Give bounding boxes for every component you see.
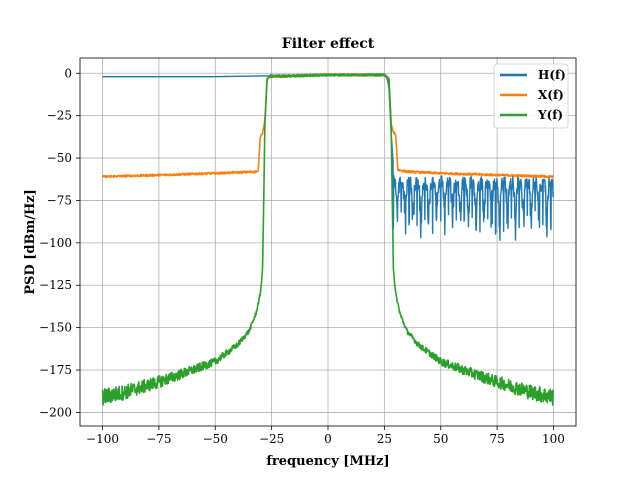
series-layer xyxy=(101,73,555,406)
x-tick-label: 25 xyxy=(377,432,392,446)
x-tick-label: 0 xyxy=(324,432,332,446)
y-tick-label: −175 xyxy=(39,363,72,377)
legend: H(f) X(f) Y(f) xyxy=(493,63,569,129)
y-tick-label: −100 xyxy=(39,236,72,250)
legend-label-h: H(f) xyxy=(538,68,566,82)
y-tick-label: −25 xyxy=(47,109,72,123)
y-tick-label: 0 xyxy=(64,66,72,80)
chart-title: Filter effect xyxy=(282,36,375,52)
y-axis-ticks: 0 −25 −50 −75 −100 −125 −150 −175 −200 xyxy=(39,66,80,419)
legend-label-x: X(f) xyxy=(538,88,564,102)
legend-frame xyxy=(493,63,569,129)
y-tick-label: −125 xyxy=(39,278,72,292)
x-tick-label: −100 xyxy=(86,432,119,446)
x-tick-label: 75 xyxy=(489,432,504,446)
y-axis-label: PSD [dBm/Hz] xyxy=(23,189,38,295)
x-tick-label: −25 xyxy=(259,432,284,446)
x-tick-label: 50 xyxy=(433,432,448,446)
series-y-line xyxy=(101,73,555,406)
y-tick-label: −75 xyxy=(47,193,72,207)
x-tick-label: −75 xyxy=(146,432,171,446)
y-tick-label: −200 xyxy=(39,405,72,419)
y-tick-label: −150 xyxy=(39,321,72,335)
x-tick-label: 100 xyxy=(542,432,565,446)
x-axis-ticks: −100 −75 −50 −25 0 25 50 75 100 xyxy=(86,426,565,446)
y-tick-label: −50 xyxy=(47,151,72,165)
x-tick-label: −50 xyxy=(203,432,228,446)
grid xyxy=(80,58,576,426)
legend-label-y: Y(f) xyxy=(537,108,563,122)
x-axis-label: frequency [MHz] xyxy=(266,454,389,469)
